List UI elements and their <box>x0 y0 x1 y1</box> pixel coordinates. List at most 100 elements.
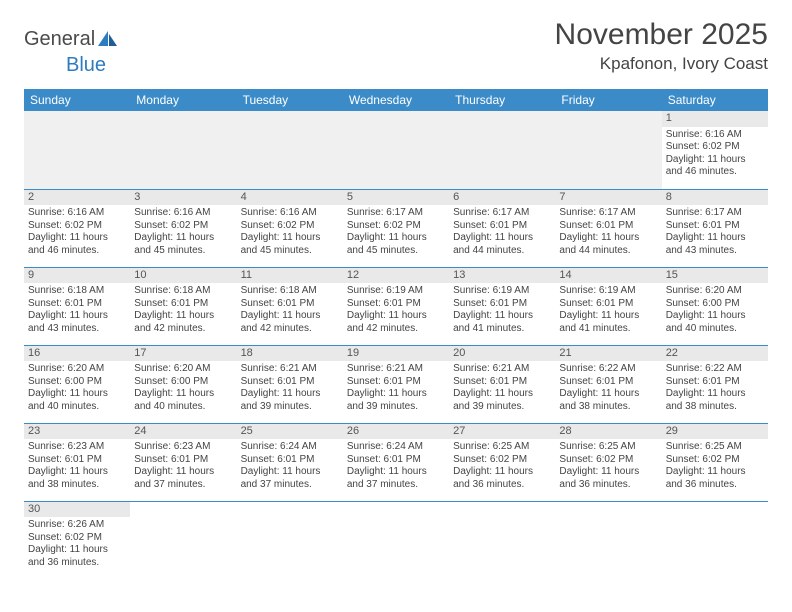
sunrise-line: Sunrise: 6:26 AM <box>28 519 126 532</box>
sunrise-line: Sunrise: 6:19 AM <box>347 285 445 298</box>
sunrise-line: Sunrise: 6:17 AM <box>559 207 657 220</box>
calendar-row: 16Sunrise: 6:20 AMSunset: 6:00 PMDayligh… <box>24 345 768 423</box>
daylight-line: Daylight: 11 hours and 40 minutes. <box>134 388 232 413</box>
day-number: 1 <box>662 111 768 127</box>
calendar-cell: 3Sunrise: 6:16 AMSunset: 6:02 PMDaylight… <box>130 189 236 267</box>
sunset-line: Sunset: 6:02 PM <box>134 220 232 233</box>
sunset-line: Sunset: 6:01 PM <box>241 454 339 467</box>
day-number: 8 <box>662 190 768 206</box>
daylight-line: Daylight: 11 hours and 38 minutes. <box>559 388 657 413</box>
calendar-cell-empty <box>237 501 343 579</box>
day-number: 27 <box>449 424 555 440</box>
calendar-cell: 26Sunrise: 6:24 AMSunset: 6:01 PMDayligh… <box>343 423 449 501</box>
calendar-table: SundayMondayTuesdayWednesdayThursdayFrid… <box>24 89 768 579</box>
daylight-line: Daylight: 11 hours and 36 minutes. <box>453 466 551 491</box>
daylight-line: Daylight: 11 hours and 40 minutes. <box>666 310 764 335</box>
calendar-cell: 16Sunrise: 6:20 AMSunset: 6:00 PMDayligh… <box>24 345 130 423</box>
calendar-body: 1Sunrise: 6:16 AMSunset: 6:02 PMDaylight… <box>24 111 768 579</box>
calendar-cell: 18Sunrise: 6:21 AMSunset: 6:01 PMDayligh… <box>237 345 343 423</box>
sunrise-line: Sunrise: 6:23 AM <box>134 441 232 454</box>
day-number: 24 <box>130 424 236 440</box>
day-number: 7 <box>555 190 661 206</box>
sunset-line: Sunset: 6:02 PM <box>28 532 126 545</box>
sunset-line: Sunset: 6:01 PM <box>559 298 657 311</box>
calendar-cell: 22Sunrise: 6:22 AMSunset: 6:01 PMDayligh… <box>662 345 768 423</box>
sunset-line: Sunset: 6:01 PM <box>453 298 551 311</box>
sunset-line: Sunset: 6:02 PM <box>28 220 126 233</box>
calendar-cell: 24Sunrise: 6:23 AMSunset: 6:01 PMDayligh… <box>130 423 236 501</box>
daylight-line: Daylight: 11 hours and 42 minutes. <box>241 310 339 335</box>
sunrise-line: Sunrise: 6:18 AM <box>28 285 126 298</box>
sunset-line: Sunset: 6:01 PM <box>453 376 551 389</box>
calendar-row: 23Sunrise: 6:23 AMSunset: 6:01 PMDayligh… <box>24 423 768 501</box>
sunrise-line: Sunrise: 6:23 AM <box>28 441 126 454</box>
calendar-cell: 19Sunrise: 6:21 AMSunset: 6:01 PMDayligh… <box>343 345 449 423</box>
day-number: 16 <box>24 346 130 362</box>
calendar-cell: 29Sunrise: 6:25 AMSunset: 6:02 PMDayligh… <box>662 423 768 501</box>
sunset-line: Sunset: 6:01 PM <box>28 298 126 311</box>
calendar-cell: 8Sunrise: 6:17 AMSunset: 6:01 PMDaylight… <box>662 189 768 267</box>
sunset-line: Sunset: 6:02 PM <box>559 454 657 467</box>
calendar-cell: 12Sunrise: 6:19 AMSunset: 6:01 PMDayligh… <box>343 267 449 345</box>
daylight-line: Daylight: 11 hours and 37 minutes. <box>241 466 339 491</box>
calendar-header-row: SundayMondayTuesdayWednesdayThursdayFrid… <box>24 89 768 111</box>
day-number: 6 <box>449 190 555 206</box>
calendar-cell: 21Sunrise: 6:22 AMSunset: 6:01 PMDayligh… <box>555 345 661 423</box>
calendar-cell: 6Sunrise: 6:17 AMSunset: 6:01 PMDaylight… <box>449 189 555 267</box>
sunset-line: Sunset: 6:01 PM <box>347 376 445 389</box>
day-number: 25 <box>237 424 343 440</box>
calendar-row: 30Sunrise: 6:26 AMSunset: 6:02 PMDayligh… <box>24 501 768 579</box>
day-number: 19 <box>343 346 449 362</box>
calendar-cell-empty <box>662 501 768 579</box>
calendar-cell-empty <box>343 111 449 189</box>
sunset-line: Sunset: 6:01 PM <box>347 298 445 311</box>
daylight-line: Daylight: 11 hours and 42 minutes. <box>134 310 232 335</box>
daylight-line: Daylight: 11 hours and 40 minutes. <box>28 388 126 413</box>
sunrise-line: Sunrise: 6:25 AM <box>666 441 764 454</box>
calendar-cell: 10Sunrise: 6:18 AMSunset: 6:01 PMDayligh… <box>130 267 236 345</box>
day-number: 13 <box>449 268 555 284</box>
calendar-cell-empty <box>449 111 555 189</box>
sunrise-line: Sunrise: 6:22 AM <box>559 363 657 376</box>
calendar-cell-empty <box>555 111 661 189</box>
sunrise-line: Sunrise: 6:18 AM <box>134 285 232 298</box>
daylight-line: Daylight: 11 hours and 38 minutes. <box>28 466 126 491</box>
day-header: Sunday <box>24 89 130 111</box>
day-header: Wednesday <box>343 89 449 111</box>
sunset-line: Sunset: 6:02 PM <box>666 454 764 467</box>
sunset-line: Sunset: 6:02 PM <box>453 454 551 467</box>
calendar-cell: 30Sunrise: 6:26 AMSunset: 6:02 PMDayligh… <box>24 501 130 579</box>
day-number: 11 <box>237 268 343 284</box>
sunrise-line: Sunrise: 6:18 AM <box>241 285 339 298</box>
day-number: 26 <box>343 424 449 440</box>
sunrise-line: Sunrise: 6:16 AM <box>28 207 126 220</box>
daylight-line: Daylight: 11 hours and 44 minutes. <box>559 232 657 257</box>
calendar-cell: 14Sunrise: 6:19 AMSunset: 6:01 PMDayligh… <box>555 267 661 345</box>
day-number: 5 <box>343 190 449 206</box>
day-number: 9 <box>24 268 130 284</box>
sunrise-line: Sunrise: 6:19 AM <box>453 285 551 298</box>
sunrise-line: Sunrise: 6:21 AM <box>453 363 551 376</box>
sunset-line: Sunset: 6:01 PM <box>134 298 232 311</box>
daylight-line: Daylight: 11 hours and 44 minutes. <box>453 232 551 257</box>
daylight-line: Daylight: 11 hours and 42 minutes. <box>347 310 445 335</box>
sunrise-line: Sunrise: 6:21 AM <box>347 363 445 376</box>
sunset-line: Sunset: 6:01 PM <box>666 376 764 389</box>
calendar-cell: 15Sunrise: 6:20 AMSunset: 6:00 PMDayligh… <box>662 267 768 345</box>
sunrise-line: Sunrise: 6:16 AM <box>134 207 232 220</box>
daylight-line: Daylight: 11 hours and 37 minutes. <box>134 466 232 491</box>
daylight-line: Daylight: 11 hours and 36 minutes. <box>28 544 126 569</box>
logo-sail-icon <box>97 30 119 48</box>
daylight-line: Daylight: 11 hours and 41 minutes. <box>559 310 657 335</box>
calendar-cell: 17Sunrise: 6:20 AMSunset: 6:00 PMDayligh… <box>130 345 236 423</box>
sunset-line: Sunset: 6:02 PM <box>666 141 764 154</box>
sunset-line: Sunset: 6:00 PM <box>666 298 764 311</box>
logo-text-2: Blue <box>66 54 106 76</box>
sunset-line: Sunset: 6:01 PM <box>453 220 551 233</box>
sunrise-line: Sunrise: 6:25 AM <box>453 441 551 454</box>
calendar-row: 2Sunrise: 6:16 AMSunset: 6:02 PMDaylight… <box>24 189 768 267</box>
daylight-line: Daylight: 11 hours and 43 minutes. <box>28 310 126 335</box>
sunrise-line: Sunrise: 6:20 AM <box>28 363 126 376</box>
day-number: 17 <box>130 346 236 362</box>
sunset-line: Sunset: 6:02 PM <box>241 220 339 233</box>
